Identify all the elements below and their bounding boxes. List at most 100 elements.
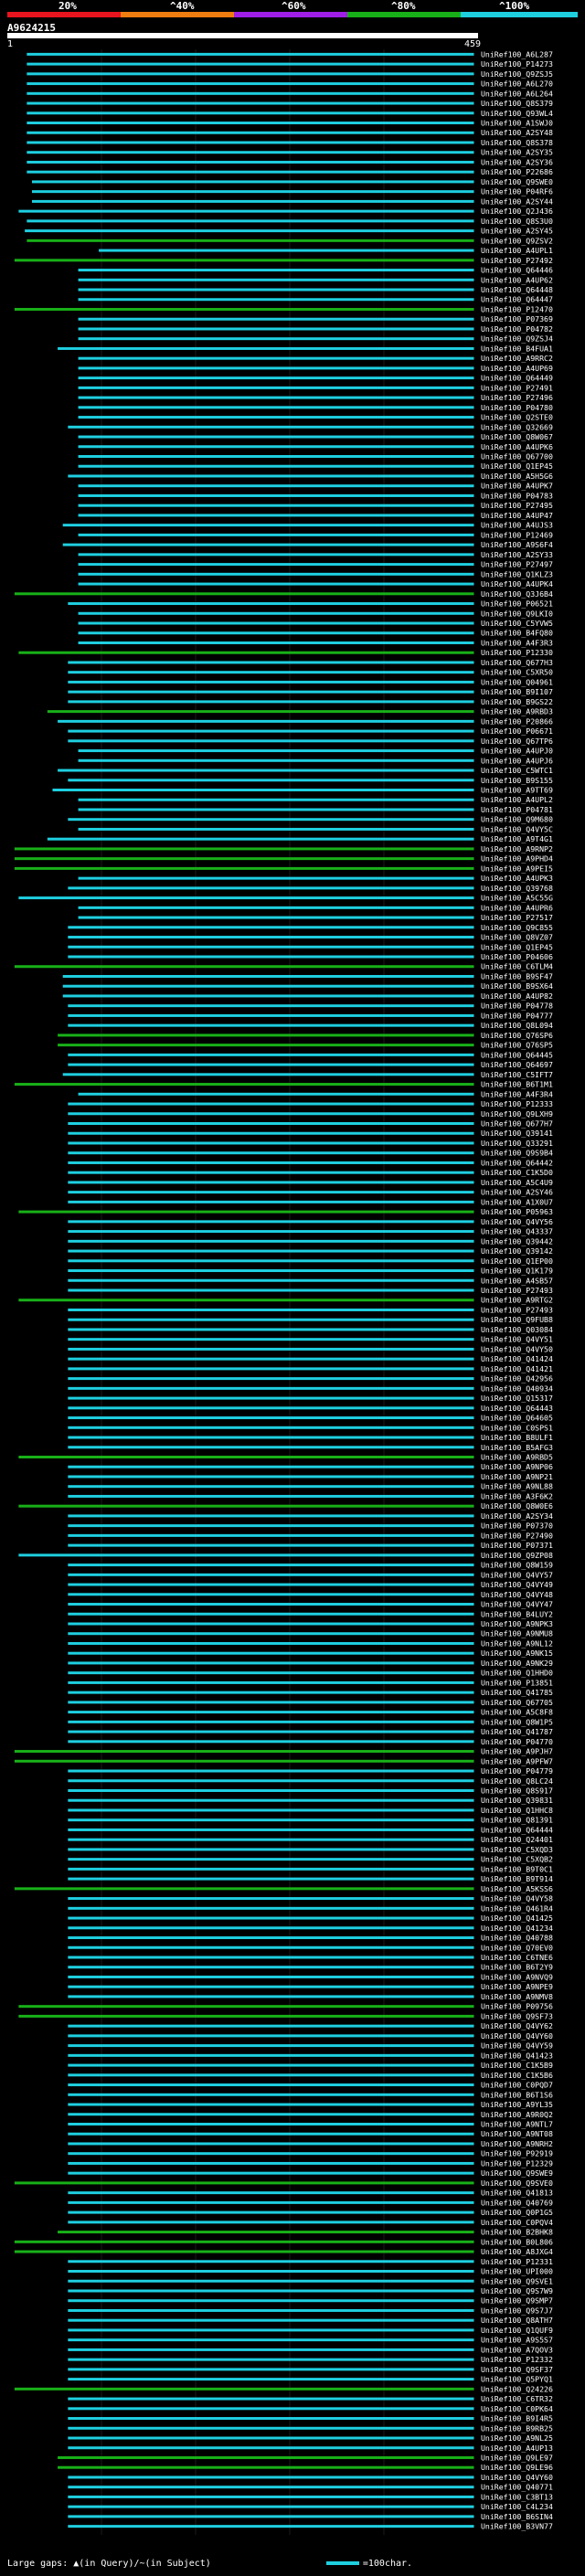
hit-bar[interactable] <box>68 1916 474 1920</box>
hit-bar[interactable] <box>68 2083 474 2087</box>
hit-bar[interactable] <box>68 1779 474 1783</box>
hit-bar[interactable] <box>68 1897 474 1901</box>
hit-bar[interactable] <box>68 1436 474 1439</box>
hit-bar[interactable] <box>27 122 474 125</box>
hit-label[interactable]: UniRef100_Q8S379 <box>481 99 553 108</box>
hit-bar[interactable] <box>78 533 474 536</box>
hit-label[interactable]: UniRef100_P04780 <box>481 403 553 412</box>
hit-label[interactable]: UniRef100_Q677H7 <box>481 1119 553 1129</box>
hit-bar[interactable] <box>68 1357 474 1361</box>
hit-bar[interactable] <box>68 779 474 782</box>
hit-label[interactable]: UniRef100_Q9LE96 <box>481 2463 553 2472</box>
hit-label[interactable]: UniRef100_A4UP62 <box>481 275 553 284</box>
hit-label[interactable]: UniRef100_P04782 <box>481 324 553 334</box>
hit-bar[interactable] <box>68 474 474 478</box>
hit-label[interactable]: UniRef100_P27497 <box>481 560 553 569</box>
hit-label[interactable]: UniRef100_P04778 <box>481 1002 553 1011</box>
hit-bar[interactable] <box>68 1858 474 1861</box>
hit-bar[interactable] <box>68 2289 474 2293</box>
hit-label[interactable]: UniRef100_A8JXG4 <box>481 2247 553 2256</box>
hit-label[interactable]: UniRef100_A5C55G <box>481 894 553 903</box>
hit-label[interactable]: UniRef100_A4SB57 <box>481 1276 553 1285</box>
hit-label[interactable]: UniRef100_Q39141 <box>481 1129 553 1138</box>
hit-bar[interactable] <box>68 1004 474 1008</box>
hit-label[interactable]: UniRef100_C5IFT7 <box>481 1070 553 1079</box>
hit-label[interactable]: UniRef100_Q40934 <box>481 1383 553 1393</box>
hit-label[interactable]: UniRef100_B9SX64 <box>481 981 553 991</box>
hit-bar[interactable] <box>78 553 474 557</box>
hit-label[interactable]: UniRef100_Q40769 <box>481 2198 553 2207</box>
hit-label[interactable]: UniRef100_Q15317 <box>481 1394 553 1403</box>
hit-bar[interactable] <box>62 1073 474 1076</box>
hit-bar[interactable] <box>68 2024 474 2028</box>
hit-bar[interactable] <box>47 710 474 714</box>
hit-bar[interactable] <box>68 2486 474 2489</box>
hit-bar[interactable] <box>58 346 474 350</box>
hit-bar[interactable] <box>68 1985 474 1988</box>
hit-label[interactable]: UniRef100_A4UPK6 <box>481 442 553 451</box>
hit-bar[interactable] <box>68 1053 474 1056</box>
hit-label[interactable]: UniRef100_A6L264 <box>481 89 553 98</box>
hit-label[interactable]: UniRef100_P04777 <box>481 1011 553 1020</box>
hit-label[interactable]: UniRef100_P05963 <box>481 1207 553 1216</box>
hit-bar[interactable] <box>68 1151 474 1155</box>
hit-label[interactable]: UniRef100_B4FUA1 <box>481 344 553 353</box>
hit-label[interactable]: UniRef100_Q64448 <box>481 285 553 294</box>
hit-bar[interactable] <box>68 1956 474 1959</box>
hit-bar[interactable] <box>18 1504 474 1508</box>
hit-label[interactable]: UniRef100_Q8S917 <box>481 1786 553 1795</box>
hit-label[interactable]: UniRef100_P12470 <box>481 304 553 313</box>
hit-bar[interactable] <box>18 2005 474 2009</box>
hit-label[interactable]: UniRef100_B4LUY2 <box>481 1609 553 1618</box>
hit-bar[interactable] <box>68 1671 474 1675</box>
hit-label[interactable]: UniRef100_Q41787 <box>481 1727 553 1736</box>
hit-label[interactable]: UniRef100_A9NK29 <box>481 1659 553 1668</box>
hit-bar[interactable] <box>62 984 474 988</box>
hit-bar[interactable] <box>14 592 474 596</box>
hit-bar[interactable] <box>68 1318 474 1321</box>
hit-label[interactable]: UniRef100_Q9LKI0 <box>481 609 553 618</box>
hit-label[interactable]: UniRef100_Q9SWE0 <box>481 177 553 186</box>
hit-bar[interactable] <box>27 101 474 105</box>
hit-label[interactable]: UniRef100_P20866 <box>481 716 553 726</box>
hit-label[interactable]: UniRef100_B9T914 <box>481 1874 553 1883</box>
hit-label[interactable]: UniRef100_P07370 <box>481 1521 553 1531</box>
hit-label[interactable]: UniRef100_B6T1M1 <box>481 1080 553 1089</box>
hit-bar[interactable] <box>14 2387 474 2390</box>
hit-bar[interactable] <box>68 2407 474 2411</box>
hit-label[interactable]: UniRef100_Q24226 <box>481 2384 553 2393</box>
hit-label[interactable]: UniRef100_A9NPE9 <box>481 1982 553 1991</box>
hit-bar[interactable] <box>68 1220 474 1224</box>
hit-bar[interactable] <box>68 1269 474 1273</box>
hit-label[interactable]: UniRef100_C4L234 <box>481 2502 553 2511</box>
hit-label[interactable]: UniRef100_C1K5B6 <box>481 2071 553 2080</box>
hit-bar[interactable] <box>78 611 474 615</box>
hit-bar[interactable] <box>18 209 474 213</box>
hit-bar[interactable] <box>14 1750 474 1754</box>
hit-label[interactable]: UniRef100_Q40788 <box>481 1934 553 1943</box>
hit-bar[interactable] <box>68 1426 474 1429</box>
hit-label[interactable]: UniRef100_B5AFG3 <box>481 1443 553 1452</box>
hit-bar[interactable] <box>68 1740 474 1744</box>
hit-bar[interactable] <box>27 131 474 134</box>
hit-label[interactable]: UniRef100_P27491 <box>481 383 553 392</box>
hit-bar[interactable] <box>68 1416 474 1420</box>
hit-bar[interactable] <box>31 190 474 194</box>
hit-label[interactable]: UniRef100_P27493 <box>481 1286 553 1295</box>
hit-label[interactable]: UniRef100_A9S6F4 <box>481 540 553 549</box>
hit-label[interactable]: UniRef100_A9NMU8 <box>481 1629 553 1638</box>
hit-bar[interactable] <box>68 1711 474 1714</box>
hit-label[interactable]: UniRef100_Q41785 <box>481 1688 553 1697</box>
hit-bar[interactable] <box>68 1171 474 1174</box>
hit-bar[interactable] <box>68 1377 474 1381</box>
hit-bar[interactable] <box>68 2053 474 2057</box>
hit-label[interactable]: UniRef100_Q677H3 <box>481 658 553 667</box>
hit-bar[interactable] <box>52 789 474 792</box>
hit-label[interactable]: UniRef100_Q9ZSV2 <box>481 236 553 245</box>
hit-label[interactable]: UniRef100_B6T1S6 <box>481 2090 553 2099</box>
hit-label[interactable]: UniRef100_C5WTC1 <box>481 766 553 775</box>
hit-label[interactable]: UniRef100_A9YL35 <box>481 2100 553 2109</box>
hit-bar[interactable] <box>78 366 474 370</box>
hit-label[interactable]: UniRef100_Q9SWE9 <box>481 2168 553 2178</box>
hit-bar[interactable] <box>68 1975 474 1978</box>
